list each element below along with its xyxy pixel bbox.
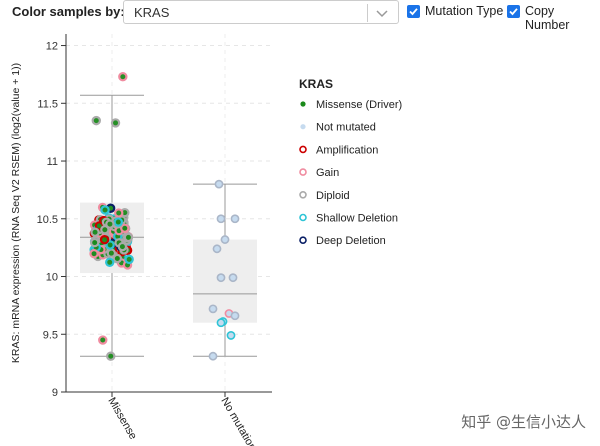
data-point [212, 244, 222, 254]
legend-item-label: Diploid [316, 190, 350, 202]
copy-number-label: Copy Number [525, 4, 570, 32]
y-tick-label: 11.5 [37, 98, 58, 110]
data-point [110, 118, 121, 128]
legend-item-label: Shallow Deletion [316, 213, 398, 225]
data-point [113, 217, 123, 227]
data-point [105, 219, 115, 229]
y-tick-label: 10 [46, 272, 58, 284]
y-tick-label: 10.5 [37, 214, 58, 226]
data-point [100, 205, 110, 215]
mutation-type-checkbox[interactable] [407, 5, 420, 18]
legend-marker [299, 191, 307, 199]
legend-item-label: Not mutated [316, 122, 376, 134]
data-point [220, 235, 230, 244]
watermark: 知乎 @生信小达人 [461, 413, 586, 431]
data-point [216, 214, 226, 224]
legend-item-label: Missense (Driver) [316, 99, 402, 111]
box-iqr [193, 239, 257, 323]
checkmark-icon [509, 8, 518, 16]
data-point [106, 248, 117, 258]
data-point [114, 208, 124, 218]
data-point [90, 227, 100, 237]
copy-number-checkbox[interactable] [507, 5, 520, 18]
legend-title: KRAS [299, 77, 333, 91]
data-point [124, 254, 134, 265]
data-point [123, 232, 134, 243]
y-tick-label: 9 [52, 387, 58, 399]
y-axis-label: KRAS: mRNA expression (RNA Seq V2 RSEM) … [10, 63, 22, 363]
data-point [216, 318, 226, 328]
data-point [120, 223, 130, 233]
data-point [214, 179, 224, 189]
data-point [117, 241, 128, 252]
legend-item-label: Amplification [316, 144, 378, 156]
gene-select-value: KRAS [134, 5, 170, 20]
legend-marker [299, 236, 307, 244]
legend-marker [299, 213, 307, 222]
data-point [228, 273, 238, 283]
y-tick-label: 9.5 [43, 329, 58, 341]
y-tick-label: 12 [46, 41, 58, 53]
legend-item-label: Deep Deletion [316, 235, 386, 247]
data-point [105, 240, 115, 250]
data-point [105, 257, 115, 268]
data-point [216, 273, 226, 283]
mutation-type-label: Mutation Type * [425, 4, 512, 18]
data-point [112, 253, 123, 264]
data-point [118, 72, 128, 82]
data-point [226, 331, 236, 340]
data-point [99, 235, 110, 245]
y-tick-label: 11 [47, 156, 58, 168]
chevron-down-icon[interactable] [372, 3, 392, 23]
legend-marker [299, 145, 307, 154]
data-point [208, 304, 218, 314]
data-point [89, 237, 100, 248]
data-point [91, 115, 101, 126]
legend-marker [300, 124, 306, 130]
legend-marker [299, 168, 307, 176]
color-samples-label: Color samples by: [12, 4, 125, 19]
x-tick-label: Missense [105, 396, 139, 442]
checkmark-icon [409, 8, 418, 16]
data-point [106, 351, 116, 361]
data-point [98, 335, 108, 345]
data-point [208, 351, 218, 361]
data-point [230, 311, 240, 321]
x-tick-label: No mutation [218, 396, 258, 446]
data-point [89, 249, 99, 259]
data-point [230, 214, 240, 224]
gene-select[interactable]: KRAS [123, 0, 399, 24]
legend-item-label: Gain [316, 167, 339, 179]
select-divider [367, 4, 368, 22]
legend-marker [300, 101, 306, 107]
